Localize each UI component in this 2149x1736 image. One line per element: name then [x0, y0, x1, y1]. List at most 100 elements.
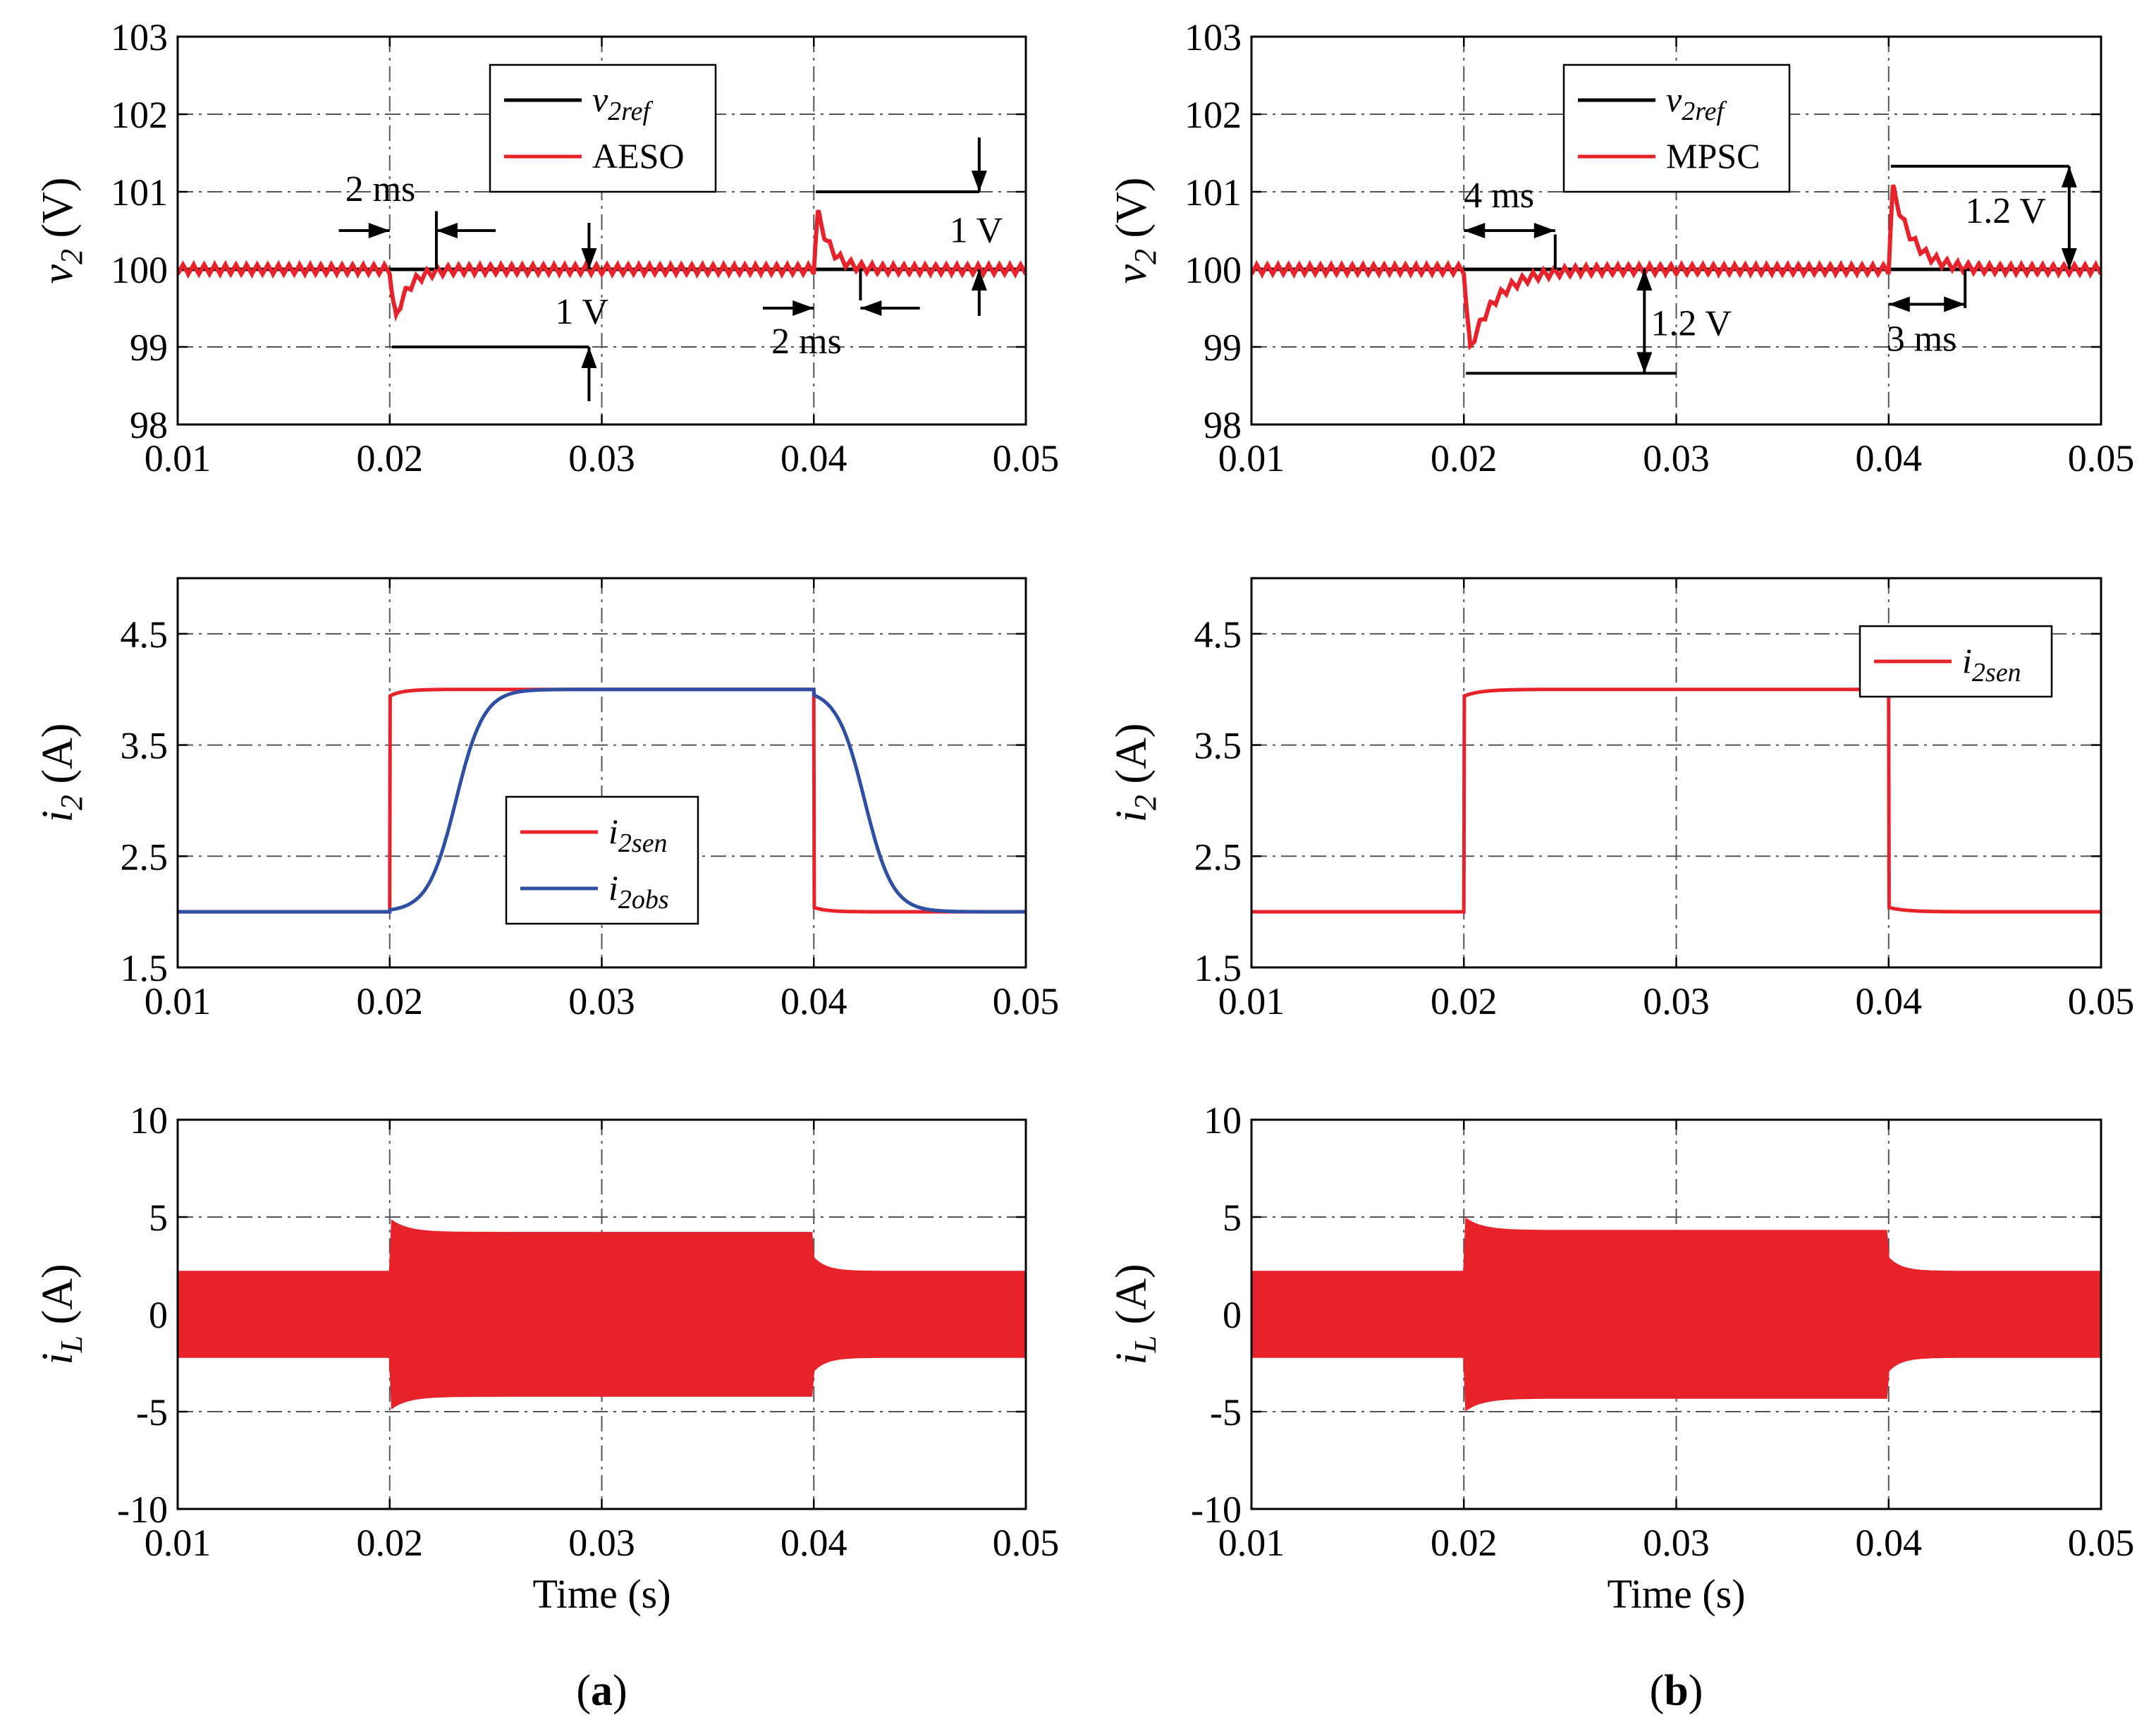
y-axis-label: i2 (A) [34, 723, 89, 823]
y-tick-label: 98 [130, 404, 168, 446]
legend-label: i2sen [1962, 641, 2021, 687]
legend-symbol: i [1962, 641, 1972, 680]
x-tick-label: 0.03 [1643, 437, 1710, 479]
legend-box [489, 63, 717, 193]
y-label-symbol: i [34, 1352, 82, 1364]
x-tick-label: 0.05 [993, 1522, 1060, 1564]
y-tick-label: 10 [130, 1099, 168, 1142]
x-tick-label: 0.04 [1856, 980, 1923, 1022]
x-tick-label: 0.03 [568, 1522, 635, 1564]
series-aeso [178, 209, 1026, 322]
y-label-subscript: L [1128, 1335, 1163, 1353]
arrow-right-head [792, 300, 814, 316]
legend-symbol: v [1666, 80, 1682, 119]
annotation-2ms: 2 ms [771, 322, 842, 362]
y-label-subscript: 2 [1128, 795, 1163, 810]
x-tick-label: 0.05 [993, 437, 1060, 479]
annotation-1-2v: 1.2 V [1965, 191, 2046, 231]
legend-subscript: 2sen [1972, 658, 2021, 687]
x-tick-label: 0.02 [1431, 1522, 1498, 1564]
legend-subscript: 2ref [608, 97, 653, 126]
annotation-1v: 1 V [950, 211, 1003, 251]
legend-b-i2: i2sen [1859, 625, 2053, 698]
plot-frame [1250, 1118, 2102, 1510]
plot-area [1251, 687, 2101, 914]
arrow-left-head [436, 223, 458, 238]
x-tick-label: 0.03 [1643, 1522, 1710, 1564]
legend-a-i2: i2sen i2obs [505, 795, 699, 925]
caption-open: ( [576, 1667, 591, 1715]
x-tick-label: 0.01 [145, 1522, 212, 1564]
x-tick-label: 0.01 [1218, 980, 1285, 1022]
legend-label: v2ref [592, 80, 653, 126]
arrow-right-head [1533, 223, 1555, 238]
y-tick-label: 102 [1184, 94, 1242, 136]
y-tick-label: 2.5 [1194, 836, 1242, 878]
plot-area [1251, 184, 2101, 351]
legend-symbol: i [608, 868, 618, 907]
y-label-symbol: v [1108, 264, 1156, 284]
legend-box [505, 795, 699, 925]
annotation-3ms: 3 ms [1887, 319, 1957, 360]
legend-text: AESO [592, 136, 685, 176]
x-tick-label: 0.02 [1431, 437, 1498, 479]
x-tick-label: 0.05 [2068, 980, 2135, 1022]
y-label-unit: (A) [1108, 1264, 1156, 1335]
series-i2sen [1251, 687, 2101, 914]
y-tick-label: 10 [1204, 1099, 1242, 1142]
y-label-unit: (A) [34, 1264, 82, 1335]
y-tick-label: 5 [1223, 1197, 1242, 1239]
caption-open: ( [1650, 1667, 1665, 1715]
y-tick-label: 100 [111, 249, 168, 291]
y-label-subscript: L [54, 1335, 89, 1353]
y-tick-label: 101 [111, 171, 168, 214]
chart-a-iL: 0.01 0.02 0.03 0.04 0.05 -10 -5 0 5 10 iL (A) Time … [34, 1099, 1059, 1617]
annotation-1v: 1 V [555, 292, 608, 332]
plot-area [178, 1219, 1026, 1410]
y-tick-label: 99 [1204, 326, 1242, 369]
chart-a-i2: 0.01 0.02 0.03 0.04 0.051.52.53.54.5i2 (A)i2… [34, 577, 1059, 1022]
x-tick-label: 0.02 [1431, 980, 1498, 1022]
y-label-subscript: 2 [1128, 249, 1163, 264]
y-tick-label: 0 [1223, 1294, 1242, 1336]
y-label-unit: (V) [1108, 177, 1156, 249]
legend-a-v2: v2ref AESO [489, 63, 717, 193]
legend-label: i2obs [608, 868, 669, 915]
y-label-symbol: i [1108, 1352, 1156, 1364]
arrow-up-head [971, 269, 987, 291]
legend-label: v2ref [1666, 80, 1727, 126]
annotation-4ms: 4 ms [1464, 176, 1534, 216]
y-tick-label: 5 [149, 1197, 168, 1239]
x-tick-label: 0.03 [568, 437, 635, 479]
arrow-left-head [860, 300, 882, 316]
x-tick-label: 0.05 [2068, 437, 2135, 479]
y-tick-label: -5 [136, 1391, 168, 1434]
x-tick-label: 0.04 [1856, 437, 1923, 479]
caption-letter: a [591, 1667, 613, 1715]
legend-text: MPSC [1666, 136, 1760, 176]
y-tick-label: -10 [1191, 1489, 1242, 1531]
x-tick-label: 0.02 [357, 437, 424, 479]
arrow-left-head [1888, 296, 1910, 312]
x-axis-label: Time (s) [1607, 1571, 1745, 1617]
y-label-unit: (V) [34, 177, 82, 249]
plot-area [1251, 1217, 2101, 1412]
legend-box [1562, 63, 1791, 193]
caption-close: ) [613, 1667, 627, 1715]
plot-frame [176, 577, 1027, 969]
arrow-down-head [581, 248, 597, 269]
arrow-down-head [971, 171, 987, 192]
legend-subscript: 2sen [618, 829, 668, 858]
series-il [1251, 1217, 2101, 1412]
y-axis-label: iL (A) [34, 1264, 89, 1364]
x-tick-label: 0.01 [1218, 437, 1285, 479]
plot-area [178, 687, 1026, 914]
annotation-1-2v: 1.2 V [1651, 304, 1732, 344]
arrow-right-head [1944, 296, 1966, 312]
legend-label: AESO [592, 136, 685, 176]
y-tick-label: 3.5 [1194, 725, 1242, 767]
y-label-symbol: i [34, 810, 82, 822]
series-i2obs [178, 687, 1026, 914]
